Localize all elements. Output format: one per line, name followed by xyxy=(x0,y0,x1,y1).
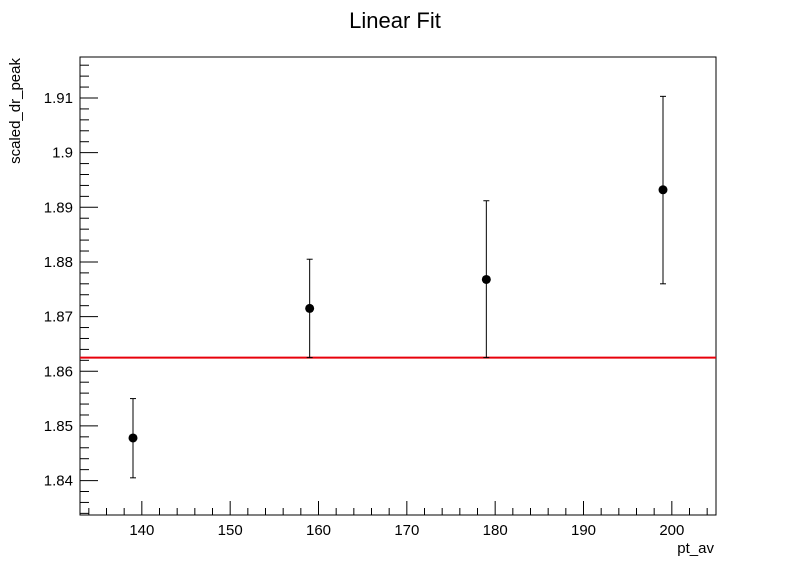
y-tick-label: 1.86 xyxy=(44,363,73,380)
x-tick-label: 170 xyxy=(394,522,419,539)
x-axis-title: pt_av xyxy=(677,540,714,557)
y-tick-label: 1.84 xyxy=(44,473,73,490)
x-tick-label: 140 xyxy=(129,522,154,539)
y-tick-label: 1.89 xyxy=(44,199,73,216)
data-point xyxy=(305,303,315,313)
x-tick-label: 200 xyxy=(659,522,684,539)
x-tick-label: 160 xyxy=(306,522,331,539)
y-tick-label: 1.91 xyxy=(44,90,73,107)
y-axis-title: scaled_dr_peak xyxy=(7,58,24,164)
x-tick-label: 190 xyxy=(571,522,596,539)
chart-title: Linear Fit xyxy=(349,8,441,33)
data-point xyxy=(481,274,491,284)
y-tick-label: 1.88 xyxy=(44,254,73,271)
y-tick-label: 1.87 xyxy=(44,309,73,326)
x-tick-label: 150 xyxy=(218,522,243,539)
plot-area: 140 150 160 170 180 190 200 1.84 1.85 1.86 1.87 1.8… xyxy=(44,56,717,539)
plot-frame xyxy=(79,56,717,516)
y-tick-label: 1.85 xyxy=(44,418,73,435)
y-tick-label: 1.9 xyxy=(52,145,73,162)
data-point xyxy=(128,433,138,443)
x-tick-label: 180 xyxy=(483,522,508,539)
data-point xyxy=(658,185,668,195)
